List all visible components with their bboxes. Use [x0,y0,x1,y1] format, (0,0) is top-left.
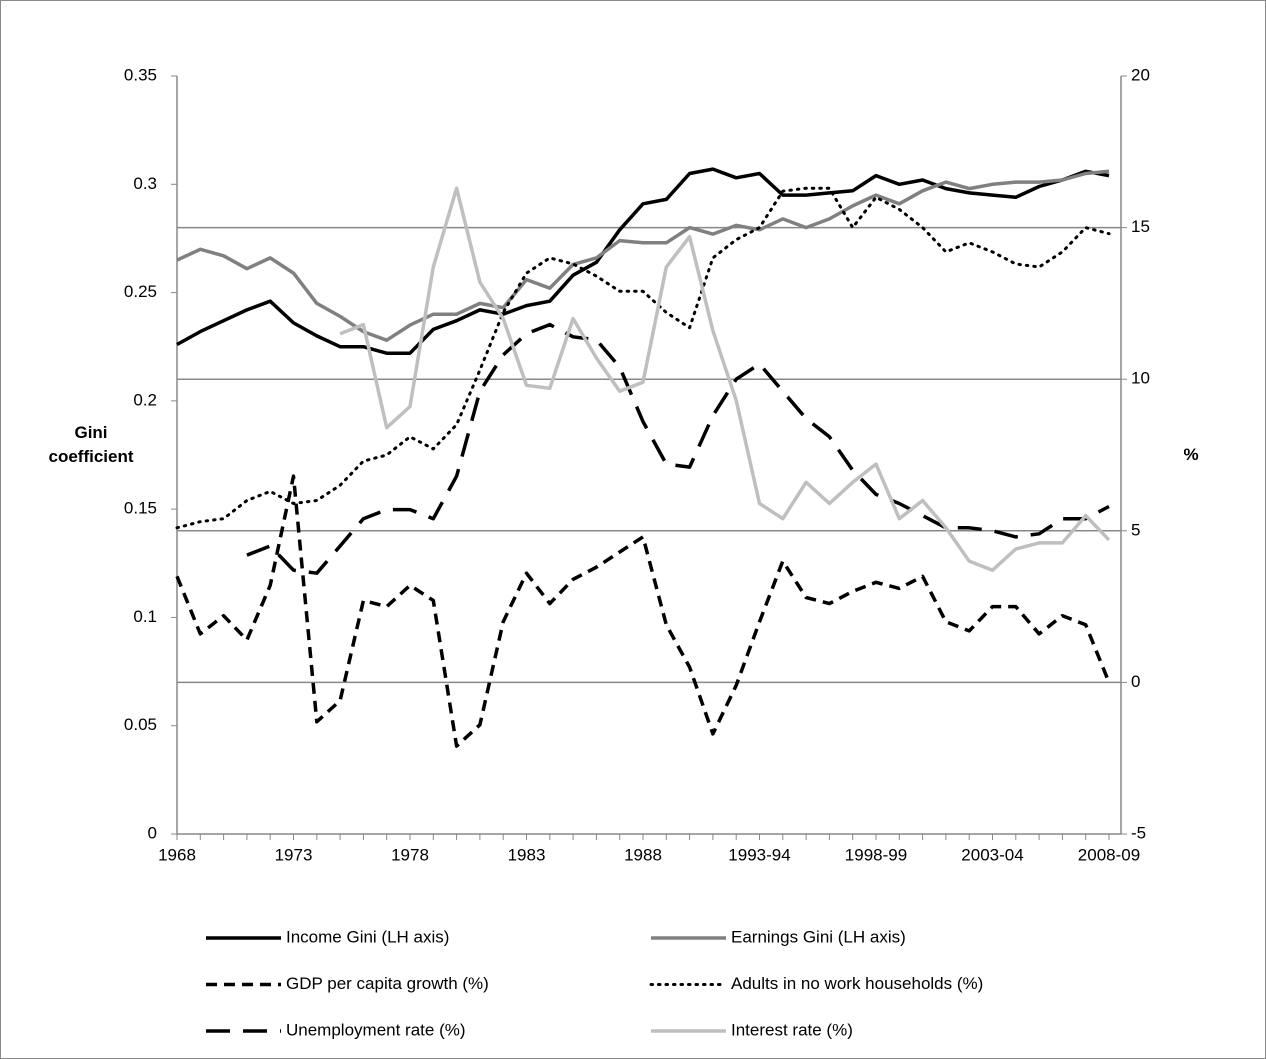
x-tick-label: 1983 [508,845,546,864]
y2-tick-label: -5 [1131,823,1146,842]
x-tick-label: 1973 [275,845,313,864]
y-tick-label: 0.1 [133,607,157,626]
y-tick-label: 0.2 [133,390,157,409]
y-tick-label: 0.3 [133,174,157,193]
legend-label: Interest rate (%) [731,1020,853,1039]
y2-tick-label: 5 [1131,520,1140,539]
y-tick-label: 0.25 [124,282,157,301]
legend-label: Income Gini (LH axis) [286,927,449,946]
x-tick-label: 1988 [624,845,662,864]
x-tick-label: 1993-94 [728,845,790,864]
series-line [176,167,1110,355]
x-tick-label: 2003-04 [961,845,1023,864]
y-tick-label: 0.05 [124,715,157,734]
y-tick-label: 0.15 [124,499,157,518]
x-tick-label: 1968 [158,845,196,864]
y2-tick-label: 15 [1131,217,1150,236]
y2-tick-label: 10 [1131,369,1150,388]
series-line [175,474,1111,748]
series-line [339,186,1111,572]
legend-label: GDP per capita growth (%) [286,974,489,993]
series-line [176,169,1110,342]
y2-tick-label: 20 [1131,65,1150,84]
legend-label: Unemployment rate (%) [286,1020,466,1039]
legend-label: Adults in no work households (%) [731,974,983,993]
series-line [175,186,1111,530]
series-line [246,322,1110,575]
y2-tick-label: 0 [1131,672,1140,691]
x-tick-label: 1998-99 [845,845,907,864]
y-tick-label: 0 [148,823,157,842]
x-tick-label: 2008-09 [1078,845,1140,864]
y2-axis-label: % [1183,445,1199,464]
legend-label: Earnings Gini (LH axis) [731,927,906,946]
x-tick-label: 1978 [391,845,429,864]
y-tick-label: 0.35 [124,65,157,84]
y-axis-label: Gini coefficient [48,423,134,466]
